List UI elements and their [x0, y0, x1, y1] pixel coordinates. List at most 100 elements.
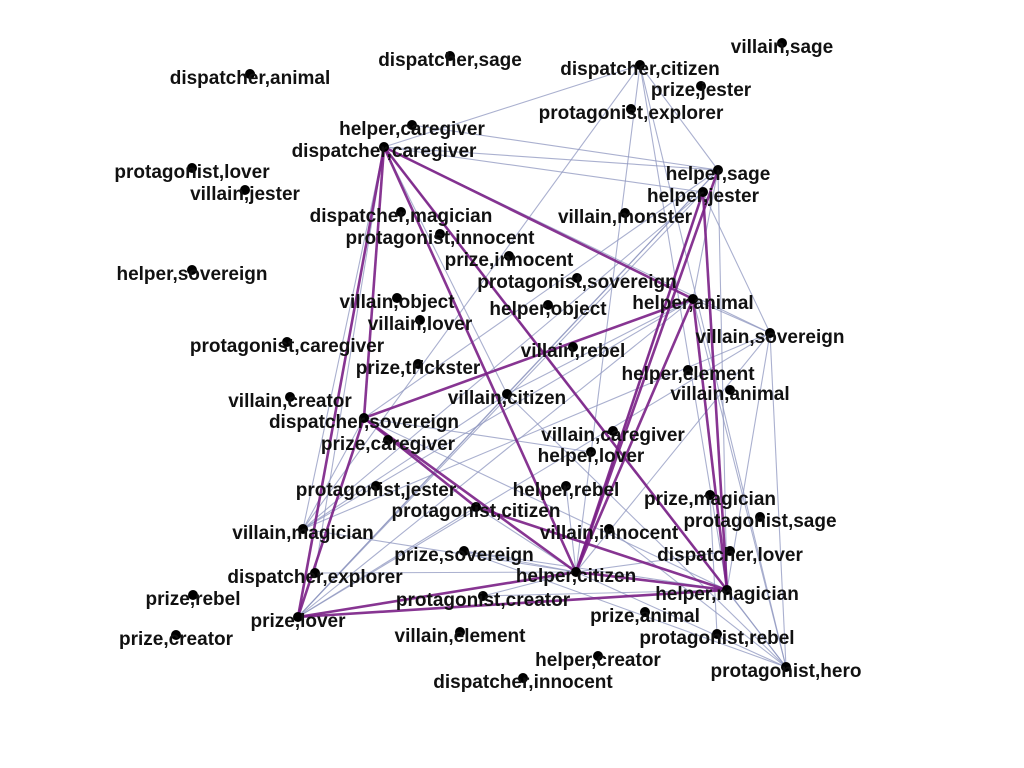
node-label-villain-monster: villain,monster: [558, 207, 693, 228]
node-label-villain-animal: villain,animal: [670, 384, 789, 405]
node-label-helper-citizen: helper,citizen: [516, 566, 636, 587]
edge-dispatcher-caregiver--helper-sage: [383, 146, 719, 171]
node-dot-helper-creator: [593, 651, 603, 661]
node-dot-villain-sovereign: [765, 328, 775, 338]
node-dot-prize-innocent: [504, 251, 514, 261]
node-dot-helper-citizen: [571, 567, 581, 577]
node-dot-protagonist-rebel: [712, 629, 722, 639]
edge-helper-sage--dispatcher-citizen: [639, 64, 719, 171]
node-dot-dispatcher-magician: [396, 207, 406, 217]
node-dot-villain-rebel: [568, 342, 578, 352]
node-dot-helper-lover: [586, 447, 596, 457]
node-label-helper-magician: helper,magician: [655, 584, 799, 605]
edge-helper-citizen--prize-lover: [297, 570, 577, 619]
node-label-helper-sage: helper,sage: [666, 164, 771, 185]
node-dot-prize-lover: [293, 612, 303, 622]
node-label-protagonist-lover: protagonist,lover: [114, 162, 270, 183]
node-label-helper-lover: helper,lover: [538, 446, 645, 467]
edge-dispatcher-caregiver--dispatcher-explorer: [314, 146, 385, 574]
node-label-prize-animal: prize,animal: [590, 606, 700, 627]
node-dot-helper-animal: [688, 294, 698, 304]
node-label-villain-jester: villain,jester: [190, 184, 300, 205]
node-label-villain-innocent: villain,innocent: [540, 523, 679, 544]
node-label-protagonist-jester: protagonist,jester: [296, 480, 457, 501]
node-dot-protagonist-caregiver: [282, 337, 292, 347]
node-dot-helper-element: [683, 365, 693, 375]
node-dot-protagonist-lover: [187, 163, 197, 173]
edge-villain-magician--helper-jester: [302, 191, 704, 530]
node-dot-prize-creator: [171, 630, 181, 640]
node-label-protagonist-hero: protagonist,hero: [711, 661, 862, 682]
edge-dispatcher-citizen--helper-magician: [639, 64, 728, 591]
edge-dispatcher-caregiver--villain-citizen: [383, 146, 508, 395]
node-label-dispatcher-sovereign: dispatcher,sovereign: [269, 412, 459, 433]
node-label-protagonist-innocent: protagonist,innocent: [346, 228, 536, 249]
node-label-helper-rebel: helper,rebel: [513, 480, 620, 501]
edge-helper-citizen--villain-magician: [302, 528, 577, 573]
node-dot-protagonist-hero: [781, 662, 791, 672]
node-dot-villain-animal: [725, 385, 735, 395]
edge-helper-magician--protagonist-hero: [726, 589, 787, 668]
node-dot-helper-magician: [722, 585, 732, 595]
node-dot-villain-creator: [285, 392, 295, 402]
edge-villain-sovereign--helper-jester: [702, 191, 771, 334]
edge-helper-magician--helper-jester: [701, 191, 729, 591]
edge-villain-innocent--protagonist-hero: [608, 528, 787, 668]
node-dot-villain-magician: [298, 524, 308, 534]
node-dot-helper-rebel: [561, 481, 571, 491]
edge-dispatcher-sovereign--prize-lover: [296, 417, 366, 618]
node-label-prize-innocent: prize,innocent: [445, 250, 574, 271]
edge-helper-citizen--protagonist-creator: [482, 571, 577, 597]
node-dot-villain-jester: [240, 185, 250, 195]
node-dot-prize-jester: [696, 81, 706, 91]
edge-helper-citizen--dispatcher-citizen: [575, 64, 641, 573]
node-dot-prize-animal: [640, 607, 650, 617]
node-dot-dispatcher-citizen: [635, 60, 645, 70]
node-label-villain-caregiver: villain,caregiver: [541, 425, 685, 446]
edge-dispatcher-caregiver--helper-magician: [382, 146, 729, 591]
node-label-dispatcher-lover: dispatcher,lover: [657, 545, 803, 566]
edge-dispatcher-sovereign--helper-citizen: [363, 416, 577, 574]
edge-helper-animal--prize-lover: [297, 298, 694, 618]
edge-dispatcher-sovereign--helper-sage: [363, 169, 719, 419]
edge-helper-citizen--protagonist-hero: [575, 571, 787, 668]
node-label-helper-caregiver: helper,caregiver: [339, 119, 485, 140]
node-dot-villain-caregiver: [608, 426, 618, 436]
node-label-villain-sage: villain,sage: [731, 37, 833, 58]
node-label-prize-creator: prize,creator: [119, 629, 234, 650]
edge-dispatcher-explorer--helper-citizen: [314, 571, 577, 574]
edge-prize-lover--helper-magician: [297, 588, 728, 619]
node-dot-dispatcher-innocent: [518, 673, 528, 683]
edge-prize-magician--protagonist-rebel: [709, 494, 718, 635]
edge-helper-animal--helper-citizen: [574, 298, 695, 573]
node-label-villain-rebel: villain,rebel: [521, 341, 626, 362]
edge-helper-citizen--helper-magician: [575, 570, 728, 592]
edge-dispatcher-caregiver--helper-animal: [383, 145, 694, 301]
node-label-helper-jester: helper,jester: [647, 186, 760, 207]
node-label-protagonist-sage: protagonist,sage: [683, 511, 836, 532]
edge-helper-animal--protagonist-hero: [692, 298, 787, 668]
edge-dispatcher-lover--helper-citizen: [575, 550, 731, 573]
node-label-villain-object: villain,object: [339, 292, 455, 313]
node-dot-villain-innocent: [604, 524, 614, 534]
node-label-prize-lover: prize,lover: [250, 611, 346, 632]
node-label-villain-sovereign: villain,sovereign: [696, 327, 845, 348]
edge-prize-lover--villain-sovereign: [297, 332, 771, 618]
node-dot-helper-sovereign: [187, 265, 197, 275]
edge-dispatcher-caregiver--dispatcher-citizen: [383, 64, 641, 148]
edge-protagonist-citizen--prize-lover: [297, 506, 477, 618]
edge-dispatcher-caregiver--helper-jester: [383, 146, 704, 193]
node-dot-helper-caregiver: [407, 120, 417, 130]
node-dot-protagonist-sovereign: [572, 273, 582, 283]
node-layer: [171, 38, 791, 683]
node-dot-villain-element: [455, 627, 465, 637]
edge-dispatcher-caregiver--villain-magician: [302, 146, 385, 530]
edge-helper-animal--villain-sovereign: [692, 298, 771, 334]
node-label-villain-element: villain,element: [395, 626, 527, 647]
edge-prize-sovereign--protagonist-hero: [463, 550, 787, 668]
node-label-protagonist-explorer: protagonist,explorer: [539, 103, 724, 124]
edge-dispatcher-sovereign--protagonist-citizen: [363, 416, 477, 509]
node-dot-prize-sovereign: [459, 546, 469, 556]
node-label-prize-trickster: prize,trickster: [356, 358, 481, 379]
